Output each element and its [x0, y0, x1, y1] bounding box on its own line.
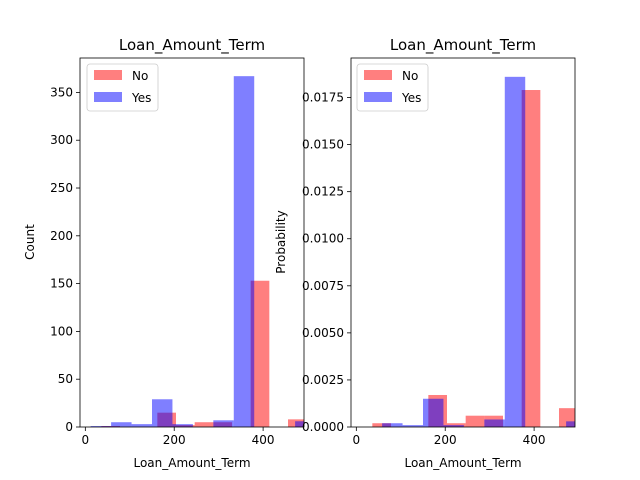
legend-swatch-yes [364, 92, 392, 102]
histogram-bar-no-8 [521, 90, 541, 427]
histogram-bar-yes-7 [504, 76, 526, 427]
chart-right-y-label: Probability [274, 210, 288, 273]
y-tick-label: 0.0025 [302, 373, 344, 387]
histogram-bar-yes-3 [152, 399, 173, 427]
y-tick-label: 0.0175 [302, 91, 344, 105]
y-tick-label: 250 [50, 181, 73, 195]
x-tick-label: 0 [82, 433, 90, 447]
legend-swatch-no [94, 70, 122, 80]
chart-right: Loan_Amount_Term 0 200 400 0.00000.00250.0… [274, 36, 576, 470]
y-tick-label: 0.0150 [302, 138, 344, 152]
histogram-bar-yes-4 [443, 425, 464, 427]
y-tick-label: 300 [50, 133, 73, 147]
histogram-bar-no-5 [194, 422, 214, 427]
y-tick-label: 200 [50, 229, 73, 243]
histogram-bar-yes-4 [172, 424, 193, 427]
histogram-bar-yes-10 [295, 421, 304, 427]
histogram-bar-yes-6 [484, 419, 505, 427]
y-tick-label: 50 [58, 372, 73, 386]
y-tick-label: 0.0075 [302, 279, 344, 293]
histogram-bar-yes-7 [233, 76, 255, 427]
histogram-bar-yes-2 [131, 424, 152, 427]
chart-right-y-ticks: 0.0000 0.0025 0.0050 0.0075 0.0100 0.0125 0.01… [302, 91, 351, 434]
y-tick-label: 0.0000 [302, 420, 344, 434]
chart-left: Loan_Amount_Term 0 200 400 0 50 100 150 200 250… [23, 36, 305, 470]
chart-right-x-label: Loan_Amount_Term [404, 456, 521, 470]
legend-swatch-yes [94, 92, 122, 102]
y-tick-label: 100 [50, 324, 73, 338]
histogram-bar-no-4 [447, 423, 466, 427]
histogram-bar-yes-1 [111, 422, 132, 427]
histogram-bar-yes-10 [566, 421, 575, 427]
chart-left-x-label: Loan_Amount_Term [133, 456, 250, 470]
x-tick-label: 400 [252, 433, 275, 447]
chart-right-x-ticks: 0 200 400 [353, 427, 546, 447]
x-tick-label: 0 [353, 433, 361, 447]
histogram-bar-no-5 [465, 415, 485, 427]
legend-label-no: No [132, 69, 148, 83]
legend-label-yes: Yes [131, 91, 151, 105]
chart-right-bars [372, 76, 575, 427]
chart-left-y-label: Count [23, 224, 37, 260]
chart-right-legend: No Yes [356, 63, 429, 112]
legend-label-yes: Yes [401, 91, 421, 105]
chart-right-title: Loan_Amount_Term [390, 36, 536, 55]
legend-swatch-no [364, 70, 392, 80]
y-tick-label: 0 [65, 420, 73, 434]
x-tick-label: 400 [523, 433, 546, 447]
chart-left-x-ticks: 0 200 400 [82, 427, 275, 447]
chart-left-frame [79, 57, 305, 428]
histogram-bar-yes-1 [382, 423, 403, 427]
histogram-bar-no-8 [250, 280, 270, 427]
chart-left-y-ticks: 0 50 100 150 200 250 300 350 [50, 85, 80, 434]
histogram-bar-yes-0 [90, 426, 112, 427]
y-tick-label: 150 [50, 277, 73, 291]
x-tick-label: 200 [163, 433, 186, 447]
chart-right-frame [350, 57, 576, 428]
chart-left-title: Loan_Amount_Term [119, 36, 265, 55]
x-tick-label: 200 [434, 433, 457, 447]
y-tick-label: 0.0125 [302, 185, 344, 199]
legend-label-no: No [402, 69, 418, 83]
histogram-bar-no-0 [372, 423, 391, 427]
chart-left-legend: No Yes [86, 63, 159, 112]
y-tick-label: 350 [50, 85, 73, 99]
histogram-bar-yes-3 [423, 398, 444, 427]
histogram-bar-yes-2 [402, 425, 423, 427]
chart-left-bars [90, 76, 304, 427]
y-tick-label: 0.0050 [302, 326, 344, 340]
histogram-bar-yes-6 [213, 420, 234, 427]
y-tick-label: 0.0100 [302, 232, 344, 246]
